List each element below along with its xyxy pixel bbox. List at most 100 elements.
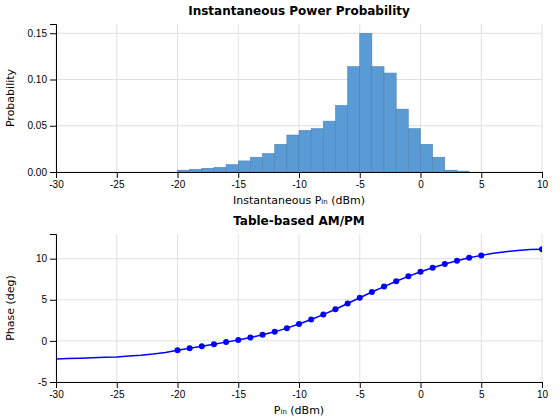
tick: -20 — [171, 172, 186, 190]
tick: 0.15 — [28, 28, 56, 39]
tick-label: 0.05 — [28, 120, 48, 131]
tick-mark — [117, 172, 118, 178]
data-point — [418, 269, 424, 275]
tick: 0 — [41, 336, 56, 347]
grid-line — [56, 340, 542, 341]
data-point — [211, 341, 217, 347]
tick-mark — [299, 172, 300, 178]
tick-label: -10 — [292, 389, 307, 400]
tick-mark — [50, 33, 56, 34]
tick-mark — [50, 126, 56, 127]
tick: 10 — [537, 382, 549, 400]
tick: 5 — [479, 172, 485, 190]
grid-line — [542, 24, 543, 172]
histogram-bar — [202, 168, 214, 172]
grid-line — [359, 234, 360, 382]
tick-mark — [50, 382, 56, 383]
tick-mark — [481, 172, 482, 178]
histogram-bar — [421, 144, 433, 172]
data-point — [369, 289, 375, 295]
tick: 10 — [36, 253, 56, 264]
tick-mark — [50, 300, 56, 301]
data-point — [187, 345, 193, 351]
histogram-bar — [238, 161, 250, 172]
grid — [56, 234, 542, 382]
tick-label: 10 — [36, 253, 48, 264]
tick: -15 — [232, 172, 247, 190]
histogram-bar — [263, 154, 275, 173]
histogram-bar — [214, 167, 226, 172]
tick-label: -20 — [171, 389, 186, 400]
tick-mark — [421, 382, 422, 388]
histogram-bar — [226, 165, 238, 172]
tick: -15 — [232, 382, 247, 400]
tick-label: 10 — [537, 389, 549, 400]
y-axis: -50510 — [36, 235, 57, 388]
histogram-bar — [384, 73, 396, 172]
tick-label: -25 — [110, 179, 125, 190]
y-axis-title: Probability — [4, 68, 17, 127]
grid-line — [116, 24, 117, 172]
tick-mark — [299, 382, 300, 388]
axis-line — [57, 383, 543, 389]
data-point — [393, 278, 399, 284]
tick-label: 5 — [479, 179, 485, 190]
tick-mark — [50, 172, 56, 173]
tick: -30 — [49, 172, 64, 190]
tick: -10 — [292, 382, 307, 400]
grid-line — [56, 33, 542, 34]
plot-marks — [56, 246, 542, 359]
y-axis-title: Phase (deg) — [4, 275, 17, 341]
tick-label: -25 — [110, 389, 125, 400]
data-point — [199, 343, 205, 349]
data-point — [272, 329, 278, 335]
data-point — [308, 317, 314, 323]
plot-marks — [178, 33, 470, 172]
tick-mark — [178, 382, 179, 388]
grid-line — [481, 24, 482, 172]
data-point — [223, 339, 229, 345]
data-point — [175, 347, 181, 353]
histogram-bar — [250, 157, 262, 172]
data-point — [332, 306, 338, 312]
grid-line — [238, 234, 239, 382]
data-point — [247, 335, 253, 341]
histogram-bar — [190, 169, 202, 172]
data-point — [345, 300, 351, 306]
data-point — [430, 265, 436, 271]
tick-label: 0.10 — [28, 74, 48, 85]
axis-line — [50, 235, 57, 383]
data-line — [56, 249, 542, 359]
tick-label: 0 — [418, 389, 424, 400]
histogram-bar — [178, 170, 190, 172]
histogram-bar — [275, 144, 287, 172]
panel: -30-25-20-15-10-50510-50510Table-based A… — [4, 214, 548, 417]
tick-mark — [50, 259, 56, 260]
grid-line — [56, 299, 542, 300]
tick-label: 0 — [41, 336, 47, 347]
tick: 0.00 — [28, 167, 56, 178]
tick-label: -5 — [356, 179, 365, 190]
tick-label: -5 — [38, 377, 47, 388]
tick-mark — [50, 80, 56, 81]
grid-line — [177, 234, 178, 382]
x-axis-title: Pᵢₙ (dBm) — [274, 404, 324, 417]
histogram-bar — [323, 121, 335, 172]
tick: -25 — [110, 172, 125, 190]
histogram-bar — [372, 67, 384, 172]
tick-mark — [360, 382, 361, 388]
data-point — [381, 284, 387, 290]
data-point — [454, 258, 460, 264]
tick: -5 — [356, 172, 365, 190]
tick-mark — [481, 382, 482, 388]
tick-label: -20 — [171, 179, 186, 190]
tick: 10 — [537, 172, 549, 190]
chart-title: Instantaneous Power Probability — [188, 4, 410, 18]
grid-line — [177, 24, 178, 172]
histogram-bar — [433, 157, 445, 172]
tick-label: 0.00 — [28, 167, 48, 178]
tick-mark — [542, 382, 543, 388]
tick-label: -15 — [232, 179, 247, 190]
histogram-bar — [457, 171, 469, 172]
chart-root: -30 -25 -20 -15 -10 -5 0 5 10 0.00 0.05 0.10 0.15 Ins… — [0, 0, 560, 420]
